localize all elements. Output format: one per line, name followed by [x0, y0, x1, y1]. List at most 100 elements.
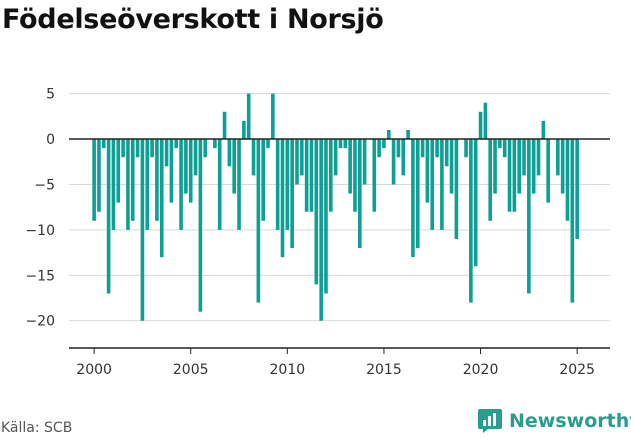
bar: [406, 129, 410, 140]
bar: [527, 139, 531, 294]
bar: [271, 93, 275, 140]
bar: [377, 139, 381, 158]
bar: [512, 139, 517, 212]
bar: [295, 139, 299, 185]
bar: [488, 139, 493, 221]
bar: [575, 139, 579, 239]
x-tick-label: 2005: [173, 362, 209, 378]
bar: [130, 139, 135, 221]
x-tick-label: 2010: [270, 362, 306, 378]
bar: [280, 139, 285, 258]
bar: [357, 139, 362, 249]
bar: [184, 139, 188, 194]
bar: [198, 139, 203, 312]
bar: [145, 139, 150, 230]
bar: [391, 139, 396, 185]
bar: [159, 139, 164, 258]
bar: [251, 139, 256, 176]
bar: [541, 120, 546, 140]
bar: [473, 139, 478, 267]
bar: [546, 139, 550, 203]
bar: [266, 139, 270, 149]
bar: [440, 139, 444, 230]
bar: [522, 139, 526, 176]
bar: [203, 139, 208, 158]
axes: [69, 138, 610, 354]
bar: [328, 139, 333, 212]
bar: [150, 139, 154, 158]
bar: [478, 111, 483, 140]
bar: [444, 139, 449, 167]
bar: [155, 139, 159, 221]
bar: [362, 139, 367, 185]
y-tick-label: 5: [46, 87, 55, 103]
bar: [256, 139, 261, 303]
bar: [435, 139, 439, 158]
bar: [430, 139, 435, 230]
bar: [396, 139, 401, 158]
bar: [386, 129, 391, 140]
bar: [101, 139, 106, 149]
bar: [106, 139, 111, 294]
bar: [464, 139, 468, 158]
bar: [304, 139, 309, 212]
bar: [164, 139, 169, 167]
tick-labels: 5 0 −5 −10 −15 −20 2000 2005 2010 2015 2020 2025: [25, 87, 595, 378]
bar: [193, 139, 198, 176]
bar-chart-logo-icon: [478, 409, 502, 433]
bar: [246, 93, 251, 140]
bar: [169, 139, 174, 203]
bar: [411, 139, 415, 258]
chart-title: Födelseöverskott i Norsjö: [2, 4, 384, 35]
bar: [222, 111, 227, 140]
bar: [469, 139, 473, 303]
bar: [420, 139, 425, 158]
bar: [565, 139, 570, 221]
brand-logo[interactable]: Newsworthy: [477, 407, 631, 435]
bar: [111, 139, 116, 230]
brand-name: Newsworthy: [509, 410, 631, 432]
bar: [290, 139, 294, 249]
x-tick-label: 2020: [463, 362, 499, 378]
bar: [483, 102, 488, 140]
bar: [517, 139, 521, 194]
bar: [556, 139, 560, 176]
bar: [372, 139, 377, 212]
y-tick-label: −10: [25, 223, 55, 239]
bar: [135, 139, 140, 158]
bar: [116, 139, 121, 203]
bar: [140, 139, 145, 321]
bar: [174, 139, 179, 149]
bar: [309, 139, 314, 212]
bar: [560, 139, 565, 194]
bar: [300, 139, 304, 176]
bar: [261, 139, 265, 221]
bar: [401, 139, 406, 176]
bar: [425, 139, 430, 203]
bar: [126, 139, 130, 230]
y-tick-label: −5: [34, 177, 55, 193]
bar: [570, 139, 575, 303]
bar: [449, 139, 454, 194]
bar: [227, 139, 232, 167]
y-tick-label: −15: [25, 268, 55, 284]
bar: [343, 139, 348, 149]
x-tick-label: 2015: [366, 362, 402, 378]
bar: [324, 139, 328, 294]
bar: [348, 139, 352, 194]
bar: [536, 139, 541, 176]
bar: [92, 139, 96, 221]
bar: [314, 139, 319, 285]
bars: [92, 93, 579, 321]
bar: [97, 139, 101, 212]
bar: [415, 139, 420, 249]
y-tick-label: −20: [25, 314, 55, 330]
bar: [353, 139, 357, 212]
source-label: Källa: SCB: [1, 420, 73, 436]
bar: [213, 139, 217, 149]
bar: [493, 139, 497, 194]
bar: [242, 120, 246, 140]
bar: [333, 139, 338, 176]
gridlines: [69, 93, 610, 322]
bar: [179, 139, 183, 230]
